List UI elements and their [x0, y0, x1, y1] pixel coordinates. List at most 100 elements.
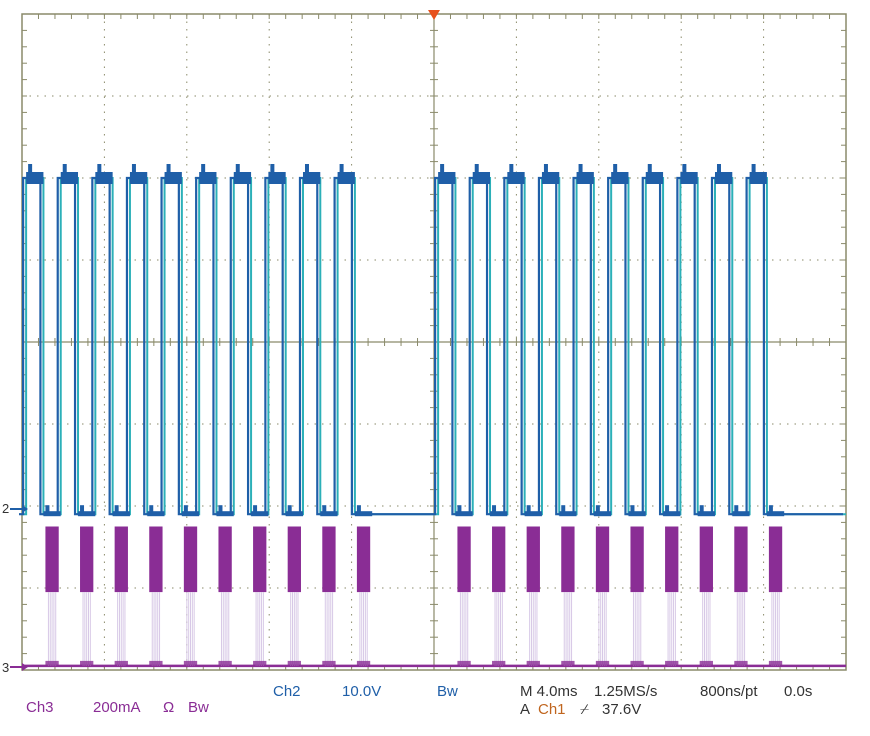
ch2-overshoot [751, 164, 756, 174]
ch2-undershoot [218, 505, 223, 513]
delay-label: 0.0s [784, 683, 813, 700]
ch3-baseline-ripple [218, 660, 232, 666]
ch2-overshoot [509, 164, 514, 174]
ch3-burst [734, 526, 748, 593]
ch2-high-plateau [749, 172, 767, 184]
ch3-burst [149, 526, 163, 593]
ch2-overshoot [131, 164, 136, 174]
ch2-high-plateau [541, 172, 560, 184]
ch2-high-plateau [472, 172, 491, 184]
ch2-overshoot [474, 164, 479, 174]
ch3-ground-marker: 3 [2, 660, 28, 675]
ch2-overshoot [440, 164, 445, 174]
ch3-burst [253, 526, 267, 593]
ch2-overshoot [543, 164, 548, 174]
trigger-position-marker [428, 10, 440, 20]
graticule [21, 13, 847, 671]
ch2-undershoot [699, 505, 704, 513]
ch2-high-plateau [164, 172, 182, 184]
ch3-baseline-ripple [665, 660, 679, 666]
ch3-ohm-label: Ω [163, 699, 175, 716]
ch2-undershoot [287, 505, 292, 513]
ch2-undershoot [526, 505, 531, 513]
trigger-slope-icon: ⌿ [580, 701, 590, 718]
ch2-overshoot [339, 164, 344, 174]
ch3-burst [356, 526, 371, 593]
ch2-overshoot [682, 164, 687, 174]
ch3-baseline-ripple [734, 660, 748, 666]
ch2-overshoot [166, 164, 171, 174]
ch2-undershoot [492, 505, 497, 513]
ch3-baseline-ripple [287, 660, 301, 666]
ch2-undershoot [561, 505, 566, 513]
ch3-baseline-ripple [80, 660, 94, 666]
ch3-burst [665, 526, 679, 593]
ch2-undershoot [183, 505, 188, 513]
ch3-burst [80, 526, 94, 593]
ch2-low-plateau [216, 511, 234, 517]
trigger-level-label: 37.6V [602, 701, 642, 718]
ch2-low-plateau [455, 511, 473, 517]
ch2-high-plateau [233, 172, 252, 184]
ch2-high-plateau [507, 172, 525, 184]
ch2-high-plateau [268, 172, 286, 184]
ch2-low-plateau [663, 511, 681, 517]
ch2-trace [19, 176, 843, 516]
ch2-high-plateau [576, 172, 594, 184]
ch3-baseline-ripple [492, 660, 506, 666]
ch3-burst [595, 526, 610, 593]
ch2-overshoot [647, 164, 652, 174]
ch2-high-plateau [611, 172, 629, 184]
ch2-low-plateau [78, 511, 96, 517]
ch2-waveform [19, 164, 846, 517]
ch2-bandwidth-label: Bw [437, 683, 458, 700]
ch2-high-plateau [199, 172, 217, 184]
ch2-overshoot [716, 164, 721, 174]
svg-text:3: 3 [2, 660, 9, 675]
ch2-low-plateau [112, 511, 130, 517]
ch2-undershoot [734, 505, 739, 513]
ch2-overshoot [201, 164, 206, 174]
ch2-high-plateau [714, 172, 733, 184]
trigger-prefix-label: A [520, 701, 531, 718]
ch3-name-label: Ch3 [26, 699, 54, 716]
ch2-low-plateau [628, 511, 646, 517]
ch2-undershoot [114, 505, 119, 513]
ch3-baseline-ripple [149, 660, 163, 666]
ch2-low-plateau [147, 511, 165, 517]
ch2-low-plateau [251, 511, 269, 517]
ch3-burst [287, 526, 301, 593]
ch2-low-plateau [490, 511, 508, 517]
ch3-baseline-ripple [356, 660, 371, 666]
ch3-burst [183, 526, 198, 593]
ch3-baseline-ripple [45, 660, 59, 666]
ch3-burst [768, 526, 783, 593]
ch2-low-plateau [593, 511, 612, 517]
ch2-low-plateau [697, 511, 715, 517]
ch2-high-plateau [680, 172, 698, 184]
ch3-burst [322, 526, 336, 593]
ch3-burst [457, 526, 471, 593]
ch2-low-plateau [559, 511, 577, 517]
ch3-burst [114, 526, 128, 593]
ch3-baseline-ripple [183, 660, 198, 666]
ch2-undershoot [595, 505, 600, 513]
ch3-baseline-ripple [253, 660, 267, 666]
ch2-low-plateau [354, 511, 373, 517]
ch2-scale-label: 10.0V [342, 683, 382, 700]
ch2-undershoot [253, 505, 258, 513]
ch3-burst [45, 526, 59, 593]
ch3-burst [630, 526, 644, 593]
ch2-high-plateau [337, 172, 355, 184]
ch2-overshoot [578, 164, 583, 174]
ch2-low-plateau [766, 511, 785, 517]
ch2-undershoot [356, 505, 361, 513]
ch2-overshoot [270, 164, 275, 174]
resolution-label: 800ns/pt [700, 683, 758, 700]
trigger-source-label: Ch1 [538, 701, 566, 718]
ch2-low-plateau [285, 511, 303, 517]
ch3-baseline-ripple [699, 660, 713, 666]
ch2-low-plateau [181, 511, 200, 517]
ch3-baseline-ripple [595, 660, 610, 666]
svg-text:2: 2 [2, 501, 9, 516]
